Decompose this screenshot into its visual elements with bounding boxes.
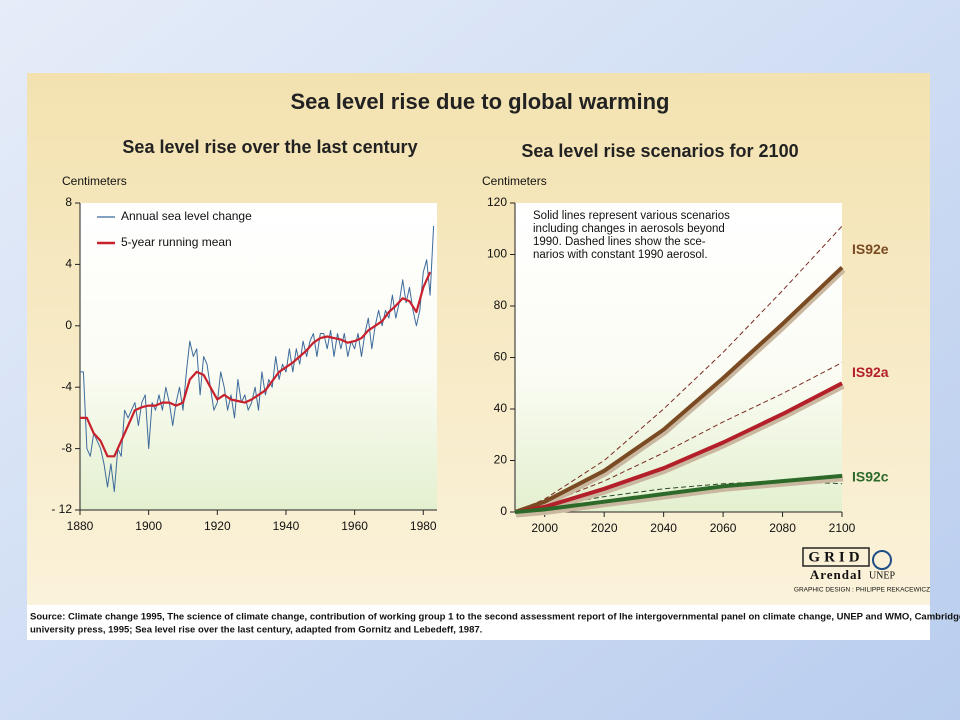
logo-place: Arendal	[810, 567, 862, 582]
logo-box	[802, 547, 870, 567]
annotation: Solid lines represent various scenarios	[533, 210, 730, 222]
logo-name: GRID	[808, 549, 863, 565]
x-tick-label: 2060	[710, 521, 737, 535]
chart-title: Sea level rise scenarios for 2100	[521, 141, 798, 161]
y-axis-label: Centimeters	[62, 174, 127, 188]
axes	[79, 203, 437, 511]
y-tick-label: 120	[487, 195, 507, 209]
x-tick-label: 2100	[829, 521, 856, 535]
line-shadow	[514, 266, 846, 518]
logo-credit: GRAPHIC DESIGN : PHILIPPE REKACEWICZ	[794, 587, 930, 594]
y-tick-label: -4	[61, 379, 72, 393]
series-label: IS92e	[852, 241, 889, 257]
y-tick-label: 0	[500, 504, 507, 518]
chart-title: Sea level rise over the last century	[122, 137, 417, 157]
y-tick-label: 20	[494, 453, 508, 467]
y-tick-label: 40	[494, 401, 508, 415]
y-tick-label: 80	[494, 298, 508, 312]
logo-org: UNEP	[869, 570, 896, 581]
series-label: IS92a	[852, 364, 889, 380]
legend-label: Annual sea level change	[121, 209, 252, 223]
line	[80, 225, 435, 493]
source-box	[27, 605, 930, 640]
annotation: including changes in aerosols beyond	[533, 223, 725, 235]
line-shadow	[515, 474, 844, 518]
y-tick-label: 100	[487, 247, 507, 261]
y-tick-label: 8	[65, 195, 72, 209]
y-tick-label: 60	[494, 350, 508, 364]
y-axis-label: Centimeters	[482, 174, 547, 188]
source-line: university press, 1995; Sea level rise o…	[30, 625, 482, 636]
y-tick-label: 0	[65, 318, 72, 332]
y-tick-label: 4	[65, 257, 72, 271]
line	[80, 271, 432, 458]
dashed-line	[514, 362, 843, 513]
x-tick-label: 2080	[769, 521, 796, 535]
annotation: narios with constant 1990 aerosol.	[533, 249, 708, 261]
unep-emblem	[872, 550, 892, 570]
source-line: Source: Climate change 1995, The science…	[30, 612, 960, 623]
series-label: IS92c	[852, 469, 889, 485]
annotation: 1990. Dashed lines show the sce-	[533, 236, 706, 248]
x-tick-label: 1900	[135, 519, 162, 533]
logo: GRID Arendal UNEP GRAPHIC DESIGN : PHILI…	[794, 547, 930, 594]
y-tick-label: - 12	[51, 502, 72, 516]
x-tick-label: 2000	[531, 521, 558, 535]
line	[514, 473, 843, 514]
plot-area	[80, 203, 437, 510]
dashed-line	[514, 225, 843, 513]
x-tick-label: 1920	[204, 519, 231, 533]
x-tick-label: 2040	[650, 521, 677, 535]
x-tick-label: 1980	[410, 519, 437, 533]
x-tick-label: 1880	[67, 519, 94, 533]
y-tick-label: -8	[61, 441, 72, 455]
x-tick-label: 1960	[341, 519, 368, 533]
line	[514, 265, 844, 514]
page-title: Sea level rise due to global warming	[290, 89, 669, 114]
x-tick-label: 1940	[273, 519, 300, 533]
x-tick-label: 2020	[591, 521, 618, 535]
line	[514, 381, 843, 514]
legend-label: 5-year running mean	[121, 235, 232, 249]
